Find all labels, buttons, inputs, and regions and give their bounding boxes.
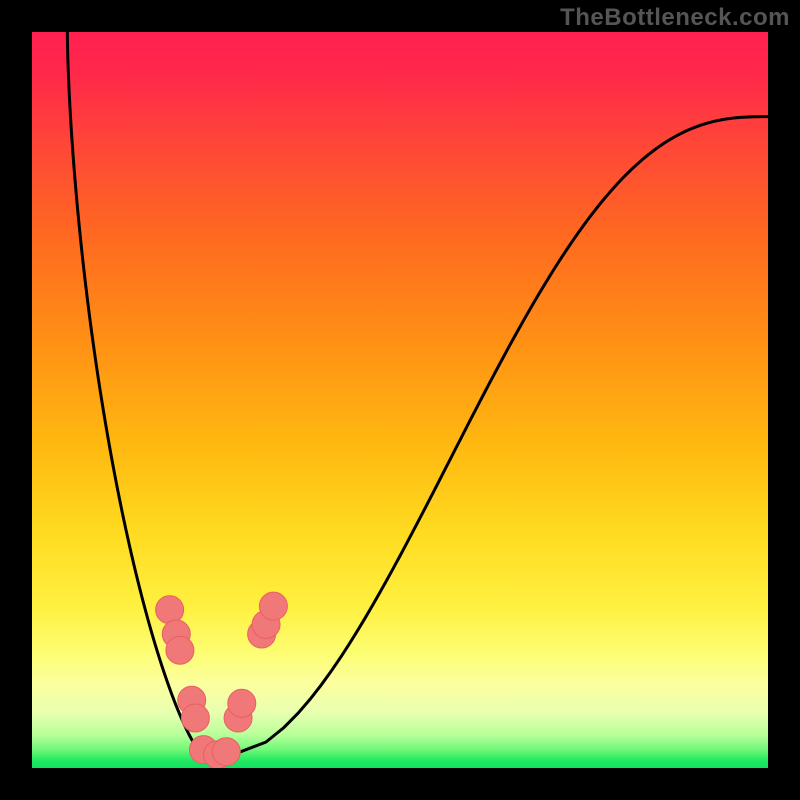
marker-dot: [166, 636, 194, 664]
bottleneck-chart: [0, 0, 800, 800]
marker-dot: [212, 738, 240, 766]
marker-dot: [259, 592, 287, 620]
marker-dot: [156, 596, 184, 624]
marker-dot: [181, 704, 209, 732]
gradient-background: [32, 32, 768, 768]
watermark-text: TheBottleneck.com: [560, 4, 790, 32]
marker-dot: [228, 689, 256, 717]
